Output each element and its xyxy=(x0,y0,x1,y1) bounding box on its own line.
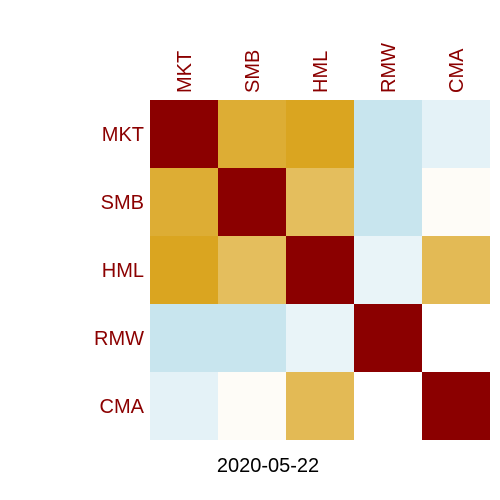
heatmap-cell-rmw-cma xyxy=(422,304,490,372)
heatmap-cell-hml-rmw xyxy=(354,236,422,304)
heatmap-cell-hml-mkt xyxy=(150,236,218,304)
column-label-rmw: RMW xyxy=(378,43,400,93)
row-label-hml: HML xyxy=(102,260,144,282)
heatmap-cell-rmw-smb xyxy=(218,304,286,372)
heatmap-cell-smb-rmw xyxy=(354,168,422,236)
column-label-hml: HML xyxy=(310,51,332,93)
row-label-cma: CMA xyxy=(100,396,145,418)
row-labels: MKT SMB HML RMW CMA xyxy=(94,124,145,418)
heatmap-cell-rmw-mkt xyxy=(150,304,218,372)
heatmap-cells xyxy=(150,100,490,440)
heatmap-cell-cma-mkt xyxy=(150,372,218,440)
heatmap-cell-cma-hml xyxy=(286,372,354,440)
heatmap-cell-mkt-hml xyxy=(286,100,354,168)
heatmap-cell-rmw-hml xyxy=(286,304,354,372)
column-label-smb: SMB xyxy=(242,50,264,93)
heatmap-cell-rmw-rmw xyxy=(354,304,422,372)
column-label-cma: CMA xyxy=(446,48,468,93)
heatmap-cell-hml-smb xyxy=(218,236,286,304)
heatmap-cell-cma-rmw xyxy=(354,372,422,440)
row-label-smb: SMB xyxy=(101,192,144,214)
heatmap-cell-mkt-cma xyxy=(422,100,490,168)
heatmap-cell-hml-hml xyxy=(286,236,354,304)
heatmap-cell-smb-hml xyxy=(286,168,354,236)
row-label-rmw: RMW xyxy=(94,328,144,350)
heatmap-cell-mkt-rmw xyxy=(354,100,422,168)
heatmap-cell-hml-cma xyxy=(422,236,490,304)
column-label-mkt: MKT xyxy=(174,51,196,93)
heatmap-cell-mkt-mkt xyxy=(150,100,218,168)
heatmap-cell-smb-smb xyxy=(218,168,286,236)
heatmap-cell-cma-cma xyxy=(422,372,490,440)
column-labels: MKT SMB HML RMW CMA xyxy=(174,43,468,93)
heatmap-cell-mkt-smb xyxy=(218,100,286,168)
row-label-mkt: MKT xyxy=(102,124,144,146)
heatmap-cell-smb-cma xyxy=(422,168,490,236)
heatmap-cell-cma-smb xyxy=(218,372,286,440)
heatmap-cell-smb-mkt xyxy=(150,168,218,236)
x-axis-label: 2020-05-22 xyxy=(217,455,319,477)
